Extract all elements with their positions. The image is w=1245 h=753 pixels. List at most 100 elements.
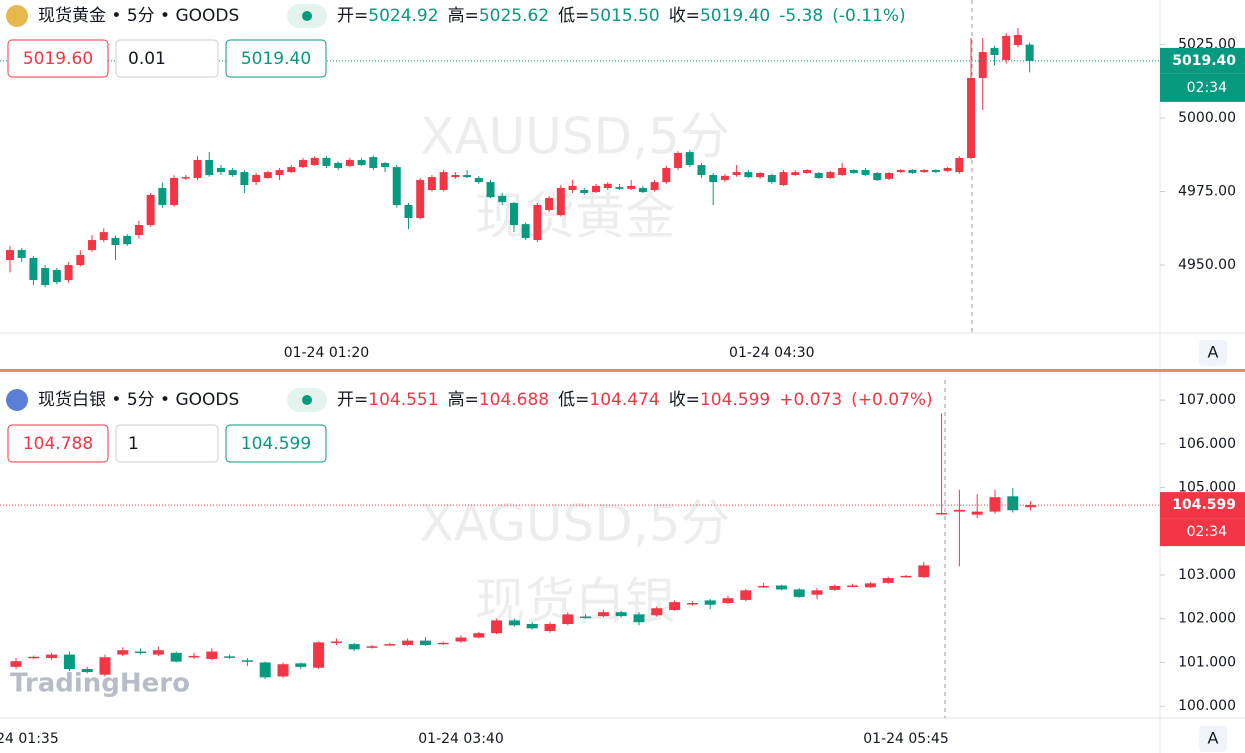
symbol-title: 现货白银 • 5分 • GOODS [38, 390, 239, 410]
quantity: 0.01 [128, 49, 166, 69]
candle-body [146, 195, 155, 226]
candle-body [99, 657, 111, 675]
quote-label: 收= [669, 6, 700, 26]
candle-body [392, 167, 401, 206]
ask-price-box[interactable] [225, 39, 327, 78]
ask-price-box[interactable] [225, 424, 327, 463]
quote-line: 开=5024.92 高=5025.62 低=5015.50 收=5019.40 -5.3… [337, 6, 906, 26]
quote-value: 104.474 [589, 390, 659, 410]
candle-body [206, 651, 218, 659]
scale-button[interactable] [1199, 726, 1227, 752]
candle-body [597, 612, 609, 617]
watermark: 现货白银 [475, 573, 675, 631]
quote-value: 5025.62 [479, 6, 549, 26]
quote-value: 104.551 [368, 390, 438, 410]
candle-body [918, 565, 930, 578]
ask-price: 104.599 [241, 434, 311, 454]
candle-body [732, 172, 741, 176]
candle-body [240, 172, 249, 186]
bid-price-box[interactable] [7, 39, 109, 78]
candle-body [556, 187, 565, 216]
candle-body [134, 225, 143, 236]
quote-value: 5024.92 [368, 6, 438, 26]
candle-body [580, 616, 592, 619]
candle-body [697, 165, 706, 176]
candle-body [81, 669, 93, 673]
y-tick-label: 105.000 [1178, 480, 1236, 496]
candle-body [366, 646, 378, 648]
y-tick-label: 4950.00 [1178, 257, 1236, 273]
candle-body [826, 172, 835, 178]
candle-body [767, 175, 776, 183]
candle-body [357, 160, 366, 166]
candle-body [28, 656, 40, 659]
y-tick-label: 101.000 [1178, 654, 1236, 670]
candle-body [439, 172, 448, 191]
scale-button[interactable] [1199, 340, 1227, 366]
candle-body [322, 157, 331, 166]
candle-body [896, 170, 905, 173]
quote-label: 高= [448, 6, 479, 26]
quantity-box[interactable] [115, 424, 219, 463]
symbol-icon [6, 5, 28, 27]
y-tick-label: 4975.00 [1178, 184, 1236, 200]
candle-body [627, 185, 636, 189]
candle-body [486, 182, 495, 198]
candle-body [1013, 35, 1022, 46]
status-dot [302, 11, 312, 21]
candle-body [740, 590, 752, 600]
candle-body [526, 623, 538, 629]
candle-body [861, 170, 870, 176]
last-price-box [1160, 47, 1245, 74]
candle-body [29, 257, 38, 281]
y-tick-label: 100.000 [1178, 698, 1236, 714]
change: +0.073 [779, 390, 842, 410]
candle-body [17, 250, 26, 258]
candle-body [793, 589, 805, 597]
quote-line: 开=104.551 高=104.688 低=104.474 收=104.599 +0.0… [337, 390, 933, 410]
candle-body [275, 170, 284, 176]
quantity: 1 [128, 434, 139, 454]
candle-body [633, 614, 645, 623]
quote-label: 收= [669, 390, 700, 410]
logo: TradingHero [10, 669, 190, 699]
change-percent: (-0.11%) [832, 6, 905, 26]
candle-body [650, 182, 659, 191]
candle-body [170, 177, 179, 206]
candle-body [63, 654, 75, 670]
candle-body [152, 650, 164, 655]
countdown-label: 02:34 [1187, 80, 1227, 96]
candle-body [562, 614, 574, 624]
change: -5.38 [779, 6, 823, 26]
last-price-label: 104.599 [1172, 497, 1236, 513]
candle-body [847, 585, 859, 588]
candle-body [802, 170, 811, 173]
candle-body [603, 183, 612, 188]
candle-body [334, 162, 343, 168]
change-percent: (+0.07%) [851, 390, 933, 410]
candle-body [224, 656, 236, 658]
quote-value: 5019.40 [700, 6, 770, 26]
candle-body [330, 641, 342, 643]
watermark: XAUUSD,5分 [420, 108, 730, 166]
candle-body [295, 663, 307, 667]
candle-body [10, 661, 22, 667]
quote-value: 104.599 [700, 390, 770, 410]
candle-body [76, 255, 85, 266]
candle-body [99, 232, 108, 241]
last-price-box [1160, 492, 1245, 519]
candle-body [509, 202, 518, 226]
quantity-box[interactable] [115, 39, 219, 78]
x-tick-label: 01-24 04:30 [729, 345, 814, 361]
bid-price-box[interactable] [7, 424, 109, 463]
candle-body [193, 160, 202, 178]
symbol-title: 现货黄金 • 5分 • GOODS [38, 6, 239, 26]
quote-label: 开= [337, 390, 368, 410]
candle-body [170, 652, 182, 662]
y-tick-label: 103.000 [1178, 567, 1236, 583]
candle-body [791, 172, 800, 176]
countdown-label: 02:34 [1187, 524, 1227, 540]
candle-body [111, 237, 120, 246]
